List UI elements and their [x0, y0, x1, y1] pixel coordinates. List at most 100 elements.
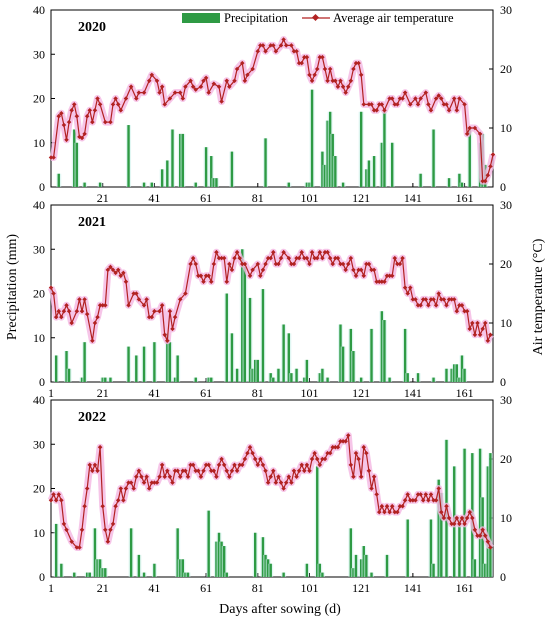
temp-point: [444, 303, 449, 308]
precip-bar: [372, 156, 376, 187]
temp-point: [273, 480, 279, 485]
temp-point: [208, 468, 214, 474]
temp-point: [343, 90, 348, 95]
x-tick-label: 1: [48, 581, 54, 595]
precip-bar: [266, 559, 270, 577]
temp-point: [299, 249, 304, 255]
temp-point: [159, 84, 165, 89]
x-tick-label: 1: [48, 386, 54, 400]
legend-temp-label: Average air temperature: [333, 11, 454, 25]
temp-point: [488, 545, 493, 550]
precip-bar: [339, 324, 342, 382]
temp-point: [451, 297, 457, 302]
temp-point: [358, 474, 364, 479]
precip-bar: [171, 129, 174, 187]
precip-bar: [104, 568, 107, 577]
precip-bar: [176, 355, 179, 382]
precip-bar: [129, 528, 133, 577]
temp-point: [392, 509, 398, 515]
x-tick-label: 161: [456, 581, 474, 595]
temp-point: [462, 308, 467, 314]
precip-bar: [349, 528, 353, 577]
temp-point: [149, 314, 155, 320]
temp-point: [384, 273, 390, 279]
precip-bar: [460, 182, 464, 187]
temp-point: [351, 267, 356, 273]
precip-bar: [359, 559, 363, 577]
temp-point: [418, 492, 423, 497]
precip-bar: [248, 297, 252, 382]
temp-point: [327, 255, 333, 261]
temp-point: [366, 468, 372, 474]
precip-bar: [328, 111, 332, 187]
left-tick-label: 30: [33, 47, 45, 61]
temp-point: [237, 255, 242, 261]
precip-bar: [321, 572, 324, 577]
temp-point: [190, 462, 196, 468]
precip-bar: [416, 373, 420, 382]
temp-point: [136, 468, 142, 474]
precip-bar: [489, 453, 492, 577]
temp-point: [286, 255, 292, 261]
temp-point: [327, 450, 333, 456]
temp-point: [366, 102, 372, 107]
precip-bar: [331, 133, 334, 187]
x-tick-label: 101: [300, 191, 318, 205]
x-tick-label: 141: [404, 386, 422, 400]
temp-point: [415, 492, 421, 497]
temp-point: [242, 456, 248, 462]
right-tick-label: 10: [500, 121, 512, 135]
temp-point: [268, 255, 273, 261]
temp-point: [459, 515, 465, 521]
temp-point: [90, 468, 95, 474]
precip-bar: [101, 377, 104, 382]
temp-point: [312, 255, 317, 261]
precip-bar: [269, 563, 272, 577]
temp-point: [271, 468, 276, 474]
precip-bar: [93, 528, 97, 577]
temp-point: [193, 87, 199, 92]
temp-point: [389, 503, 395, 509]
precip-bar: [359, 111, 363, 187]
temp-point: [154, 480, 160, 485]
temp-point: [353, 450, 359, 456]
temp-point: [400, 255, 405, 261]
temp-point: [291, 468, 297, 474]
temp-point: [227, 261, 232, 267]
temp-point: [48, 498, 54, 503]
temp-point: [441, 515, 447, 521]
left-tick-label: 10: [33, 136, 45, 150]
temp-line-glow: [47, 248, 494, 345]
temp-point: [53, 498, 59, 503]
temp-point: [263, 261, 268, 267]
temp-point: [377, 279, 382, 284]
temp-point: [482, 320, 488, 326]
right-tick-label: 0: [500, 180, 506, 194]
right-tick-label: 20: [500, 257, 512, 271]
temp-point: [408, 498, 413, 503]
temp-point: [351, 474, 356, 479]
legend-precip-swatch: [182, 13, 220, 23]
temp-point: [433, 498, 439, 503]
temp-point: [436, 486, 441, 491]
precip-bar: [305, 182, 309, 187]
precip-bar: [184, 572, 187, 577]
temp-point: [183, 291, 188, 296]
temp-point: [294, 255, 299, 261]
temp-point: [477, 131, 483, 137]
temp-point: [299, 462, 304, 468]
temp-point: [470, 320, 475, 326]
temp-point: [149, 480, 155, 485]
precip-bar: [243, 266, 247, 382]
left-tick-label: 0: [39, 180, 45, 194]
temp-point: [335, 444, 341, 450]
temp-point: [330, 78, 336, 84]
precip-bar: [166, 160, 169, 187]
temp-point: [418, 303, 423, 308]
precip-bar: [168, 342, 172, 382]
precip-bar: [269, 373, 272, 382]
temp-point: [64, 137, 69, 143]
temp-point: [382, 509, 387, 515]
legend: Precipitation Average air temperature: [182, 11, 454, 25]
temp-line: [50, 251, 491, 342]
